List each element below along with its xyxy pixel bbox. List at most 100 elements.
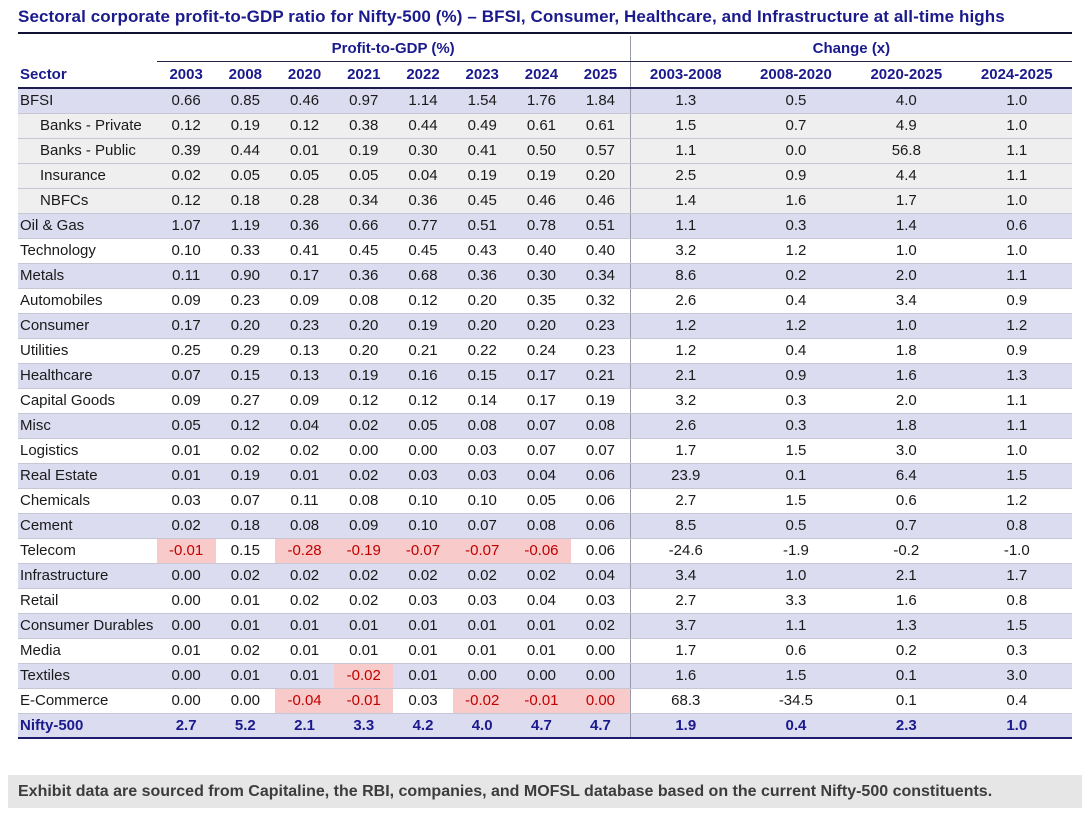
profit-to-gdp-value: -0.02 <box>334 663 394 689</box>
change-x-value: 1.7 <box>961 563 1072 589</box>
change-x-value: 1.6 <box>851 363 962 389</box>
profit-to-gdp-value: 4.7 <box>511 712 572 739</box>
profit-to-gdp-value: 0.19 <box>334 138 394 164</box>
profit-to-gdp-value: 0.30 <box>393 138 453 164</box>
profit-to-gdp-value: 0.50 <box>511 138 572 164</box>
group-header-spacer <box>18 36 157 61</box>
profit-to-gdp-value: 0.16 <box>393 363 453 389</box>
profit-to-gdp-value: 0.00 <box>571 688 631 714</box>
profit-to-gdp-value: 0.97 <box>334 88 394 114</box>
profit-to-gdp-value: 0.00 <box>156 588 216 614</box>
profit-to-gdp-value: 0.12 <box>156 188 216 214</box>
profit-to-gdp-value: 0.02 <box>274 588 335 614</box>
profit-to-gdp-value: 0.23 <box>215 288 275 314</box>
change-x-value: 0.9 <box>740 163 852 189</box>
profit-to-gdp-value: 0.20 <box>215 313 275 339</box>
profit-to-gdp-value: 0.07 <box>156 363 216 389</box>
change-x-value: 1.5 <box>740 438 852 464</box>
profit-to-gdp-value: 0.08 <box>571 413 631 439</box>
profit-to-gdp-value: 0.02 <box>156 513 216 539</box>
profit-to-gdp-value: 0.00 <box>156 613 216 639</box>
change-x-value: 8.6 <box>629 263 741 289</box>
profit-to-gdp-value: 0.46 <box>571 188 631 214</box>
change-x-value: 1.9 <box>629 712 741 739</box>
table-row: Media 0.01 0.02 0.01 0.01 0.01 0.01 0.01 0.00 1.7… <box>18 638 1072 664</box>
profit-to-gdp-value: 0.35 <box>511 288 572 314</box>
profit-to-gdp-value: 0.19 <box>452 163 512 189</box>
change-x-value: 0.6 <box>961 213 1072 239</box>
sector-label: Insurance <box>18 163 157 189</box>
profit-to-gdp-value: 0.01 <box>156 438 216 464</box>
table-row: Chemicals 0.03 0.07 0.11 0.08 0.10 0.10 0.05 0.0… <box>18 488 1072 514</box>
profit-to-gdp-value: 0.00 <box>452 663 512 689</box>
sector-label: Consumer Durables <box>18 613 157 639</box>
profit-to-gdp-value: 0.12 <box>334 388 394 414</box>
sector-label: Banks - Private <box>18 113 157 139</box>
profit-to-gdp-value: 0.08 <box>511 513 572 539</box>
profit-to-gdp-value: 0.01 <box>215 663 275 689</box>
profit-to-gdp-value: 0.77 <box>393 213 453 239</box>
table-row: Healthcare 0.07 0.15 0.13 0.19 0.16 0.15 0.17 0.… <box>18 363 1072 389</box>
profit-to-gdp-value: 0.40 <box>511 238 572 264</box>
change-x-value: 23.9 <box>629 463 741 489</box>
profit-to-gdp-value: 0.29 <box>215 338 275 364</box>
change-x-value: 1.2 <box>629 313 741 339</box>
change-x-value: 1.0 <box>961 188 1072 214</box>
profit-to-gdp-value: 0.04 <box>511 588 572 614</box>
change-x-value: 1.3 <box>851 613 962 639</box>
profit-to-gdp-value: 0.12 <box>215 413 275 439</box>
change-x-value: 4.9 <box>851 113 962 139</box>
sector-label: Retail <box>18 588 157 614</box>
profit-to-gdp-value: 0.01 <box>334 638 394 664</box>
profit-to-gdp-value: 0.19 <box>215 463 275 489</box>
change-x-value: 1.1 <box>740 613 852 639</box>
change-x-value: 1.8 <box>851 338 962 364</box>
profit-to-gdp-value: 0.44 <box>393 113 453 139</box>
profit-to-gdp-value: 0.30 <box>511 263 572 289</box>
change-x-value: 3.4 <box>851 288 962 314</box>
sector-label: Consumer <box>18 313 157 339</box>
profit-to-gdp-value: 0.27 <box>215 388 275 414</box>
profit-to-gdp-value: 0.00 <box>571 663 631 689</box>
sector-label: Media <box>18 638 157 664</box>
change-x-value: 1.7 <box>851 188 962 214</box>
profit-to-gdp-value: 0.02 <box>215 638 275 664</box>
profit-to-gdp-value: 0.68 <box>393 263 453 289</box>
profit-to-gdp-value: 0.21 <box>393 338 453 364</box>
change-x-value: 56.8 <box>851 138 962 164</box>
profit-to-gdp-value: 0.17 <box>511 388 572 414</box>
change-x-value: 0.1 <box>851 663 962 689</box>
profit-to-gdp-value: 0.19 <box>511 163 572 189</box>
profit-to-gdp-value: 0.38 <box>334 113 394 139</box>
profit-to-gdp-value: 0.04 <box>571 563 631 589</box>
profit-to-gdp-value: 0.57 <box>571 138 631 164</box>
change-x-value: 1.1 <box>629 213 741 239</box>
profit-to-gdp-value: -0.01 <box>334 688 394 714</box>
profit-to-gdp-value: 0.08 <box>334 288 394 314</box>
table-row: Banks - Private 0.12 0.19 0.12 0.38 0.44 0.49 0… <box>18 113 1072 139</box>
change-x-value: 1.2 <box>740 313 852 339</box>
profit-to-gdp-value: 1.76 <box>511 88 572 114</box>
change-x-value: 1.8 <box>851 413 962 439</box>
profit-to-gdp-value: 0.66 <box>334 213 394 239</box>
profit-to-gdp-value: 0.34 <box>334 188 394 214</box>
change-x-value: 3.4 <box>629 563 741 589</box>
profit-to-gdp-value: 0.03 <box>393 688 453 714</box>
profit-to-gdp-value: 0.09 <box>156 288 216 314</box>
table-row: Logistics 0.01 0.02 0.02 0.00 0.00 0.03 0.07 0.0… <box>18 438 1072 464</box>
profit-to-gdp-value: 0.41 <box>274 238 335 264</box>
profit-to-gdp-value: 0.12 <box>156 113 216 139</box>
table-row: Utilities 0.25 0.29 0.13 0.20 0.21 0.22 0.24 0.2… <box>18 338 1072 364</box>
sector-label: Cement <box>18 513 157 539</box>
profit-to-gdp-value: 0.01 <box>452 613 512 639</box>
profit-to-gdp-value: 0.01 <box>274 613 335 639</box>
table-row: NBFCs 0.12 0.18 0.28 0.34 0.36 0.45 0.46 0.46 1.4… <box>18 188 1072 214</box>
profit-to-gdp-value: 0.23 <box>274 313 335 339</box>
profit-to-gdp-value: 0.78 <box>511 213 572 239</box>
profit-to-gdp-value: 0.02 <box>452 563 512 589</box>
profit-to-gdp-value: 0.20 <box>452 288 512 314</box>
change-x-value: 2.0 <box>851 388 962 414</box>
profit-to-gdp-value: 0.06 <box>571 513 631 539</box>
change-x-value: 1.0 <box>851 313 962 339</box>
change-x-value: 1.0 <box>961 438 1072 464</box>
